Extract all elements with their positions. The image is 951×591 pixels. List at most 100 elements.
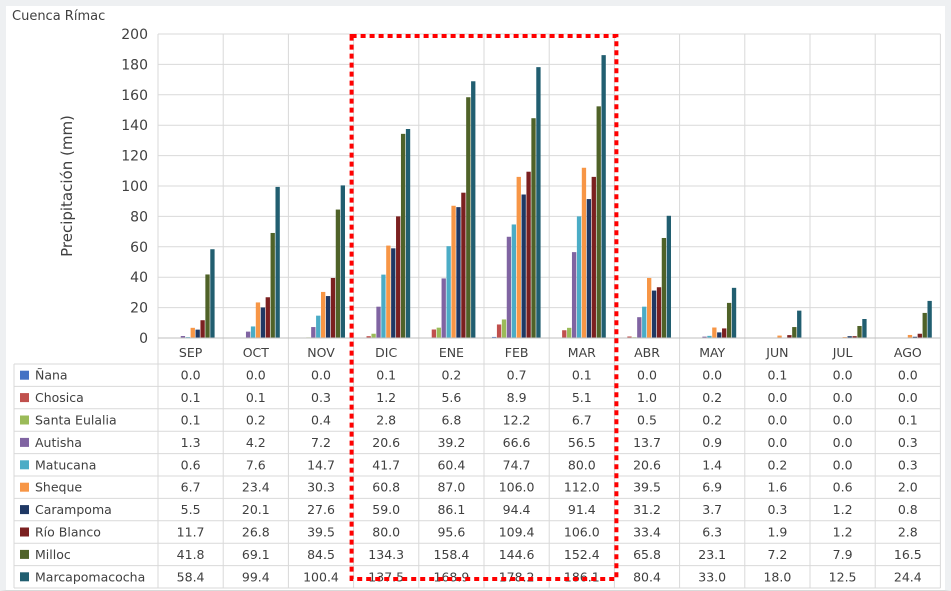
data-value: 13.7 xyxy=(633,435,661,450)
legend-swatch xyxy=(20,572,29,582)
data-value: 6.7 xyxy=(181,480,201,495)
bar-milloc-dic xyxy=(400,133,406,338)
data-value: 0.0 xyxy=(833,457,853,472)
legend-swatch xyxy=(20,393,29,403)
data-value: 0.3 xyxy=(311,390,331,405)
bar-r-o-blanco-sep xyxy=(200,320,205,338)
bar-sheque-nov xyxy=(321,291,326,338)
bar-milloc-jun xyxy=(792,327,797,338)
data-value: 0.0 xyxy=(898,368,918,383)
data-value: 1.2 xyxy=(376,390,396,405)
data-value: 0.3 xyxy=(767,502,787,517)
bar-sheque-ene xyxy=(451,205,456,338)
legend-swatch xyxy=(20,549,29,559)
bar-marcapomacocha-ago xyxy=(927,300,932,338)
bar-marcapomacocha-feb xyxy=(536,67,541,338)
data-value: 1.3 xyxy=(181,435,201,450)
bar-r-o-blanco-feb xyxy=(526,171,531,338)
data-value: 178.2 xyxy=(499,569,535,584)
bar-chosica-feb xyxy=(496,324,502,338)
data-value: 80.0 xyxy=(568,457,596,472)
data-value: 7.2 xyxy=(311,435,331,450)
bar-matucana-mar xyxy=(576,216,582,338)
data-value: 168.9 xyxy=(434,569,470,584)
data-value: 0.6 xyxy=(181,457,201,472)
data-value: 0.3 xyxy=(898,435,918,450)
bar-milloc-sep xyxy=(205,274,210,338)
bar-r-o-blanco-ene xyxy=(461,192,466,338)
data-value: 86.1 xyxy=(437,502,465,517)
data-value: 5.5 xyxy=(181,502,201,517)
data-value: 7.2 xyxy=(767,547,787,562)
y-tick-label: 180 xyxy=(121,57,148,73)
bar-carampoma-may xyxy=(717,332,722,338)
data-value: 12.2 xyxy=(503,413,531,428)
data-value: 60.4 xyxy=(437,457,465,472)
bar-milloc-ene xyxy=(466,97,471,338)
category-label: ABR xyxy=(634,345,660,360)
bar-sheque-mar xyxy=(581,167,587,338)
data-value: 3.7 xyxy=(702,502,722,517)
bar-matucana-feb xyxy=(511,224,516,338)
data-value: 41.8 xyxy=(177,547,205,562)
data-value: 0.0 xyxy=(833,413,853,428)
bar-carampoma-abr xyxy=(651,290,657,338)
bar-milloc-nov xyxy=(335,209,341,338)
bar-matucana-oct xyxy=(250,326,256,338)
data-value: 1.2 xyxy=(833,502,853,517)
bar-autisha-oct xyxy=(245,331,251,338)
bar-milloc-oct xyxy=(270,232,275,338)
data-value: 8.9 xyxy=(507,390,527,405)
data-value: 0.2 xyxy=(702,390,722,405)
bar-r-o-blanco-jun xyxy=(787,335,792,338)
data-value: 0.2 xyxy=(702,413,722,428)
data-value: 23.1 xyxy=(698,547,726,562)
bar-marcapomacocha-nov xyxy=(340,185,345,338)
data-value: 20.6 xyxy=(372,435,400,450)
data-value: 20.6 xyxy=(633,457,661,472)
data-value: 0.0 xyxy=(637,368,657,383)
data-value: 24.4 xyxy=(894,569,922,584)
category-label: FEB xyxy=(505,345,529,360)
bar-autisha-dic xyxy=(376,306,381,338)
data-value: 87.0 xyxy=(437,480,465,495)
series-name: Sheque xyxy=(35,480,82,495)
bar-r-o-blanco-ago xyxy=(917,333,922,338)
bar-carampoma-sep xyxy=(195,329,200,338)
series-name: Río Blanco xyxy=(35,525,101,540)
data-value: 14.7 xyxy=(307,457,335,472)
category-label: JUL xyxy=(832,345,853,360)
series-name: Matucana xyxy=(35,457,96,472)
bar-marcapomacocha-jul xyxy=(862,319,867,338)
y-tick-label: 140 xyxy=(121,118,148,134)
data-value: 0.1 xyxy=(181,390,201,405)
data-value: 0.0 xyxy=(246,368,266,383)
bar-sheque-may xyxy=(712,327,717,338)
bar-sheque-dic xyxy=(386,245,391,338)
bar-sheque-sep xyxy=(190,327,195,338)
bar-marcapomacocha-abr xyxy=(666,215,671,338)
bar-marcapomacocha-sep xyxy=(210,249,215,338)
data-value: 65.8 xyxy=(633,547,661,562)
bar-sheque-feb xyxy=(516,176,521,338)
category-label: AGO xyxy=(894,345,922,360)
bar-r-o-blanco-mar xyxy=(591,176,596,338)
data-value: 144.6 xyxy=(499,547,535,562)
data-value: 20.1 xyxy=(242,502,270,517)
bar-autisha-may xyxy=(702,336,707,338)
bar-sheque-ago xyxy=(907,334,913,338)
y-tick-label: 80 xyxy=(130,209,148,225)
data-value: 1.2 xyxy=(833,525,853,540)
legend-swatch xyxy=(20,505,29,515)
data-value: 158.4 xyxy=(434,547,470,562)
bar-r-o-blanco-nov xyxy=(330,277,336,338)
bar-carampoma-dic xyxy=(391,248,396,338)
bar-matucana-abr xyxy=(642,306,647,338)
data-value: 1.6 xyxy=(767,480,787,495)
data-value: 2.8 xyxy=(898,525,918,540)
bar-milloc-feb xyxy=(531,118,536,339)
bar-carampoma-mar xyxy=(586,199,592,338)
data-value: 84.5 xyxy=(307,547,335,562)
category-label: MAY xyxy=(699,345,725,360)
